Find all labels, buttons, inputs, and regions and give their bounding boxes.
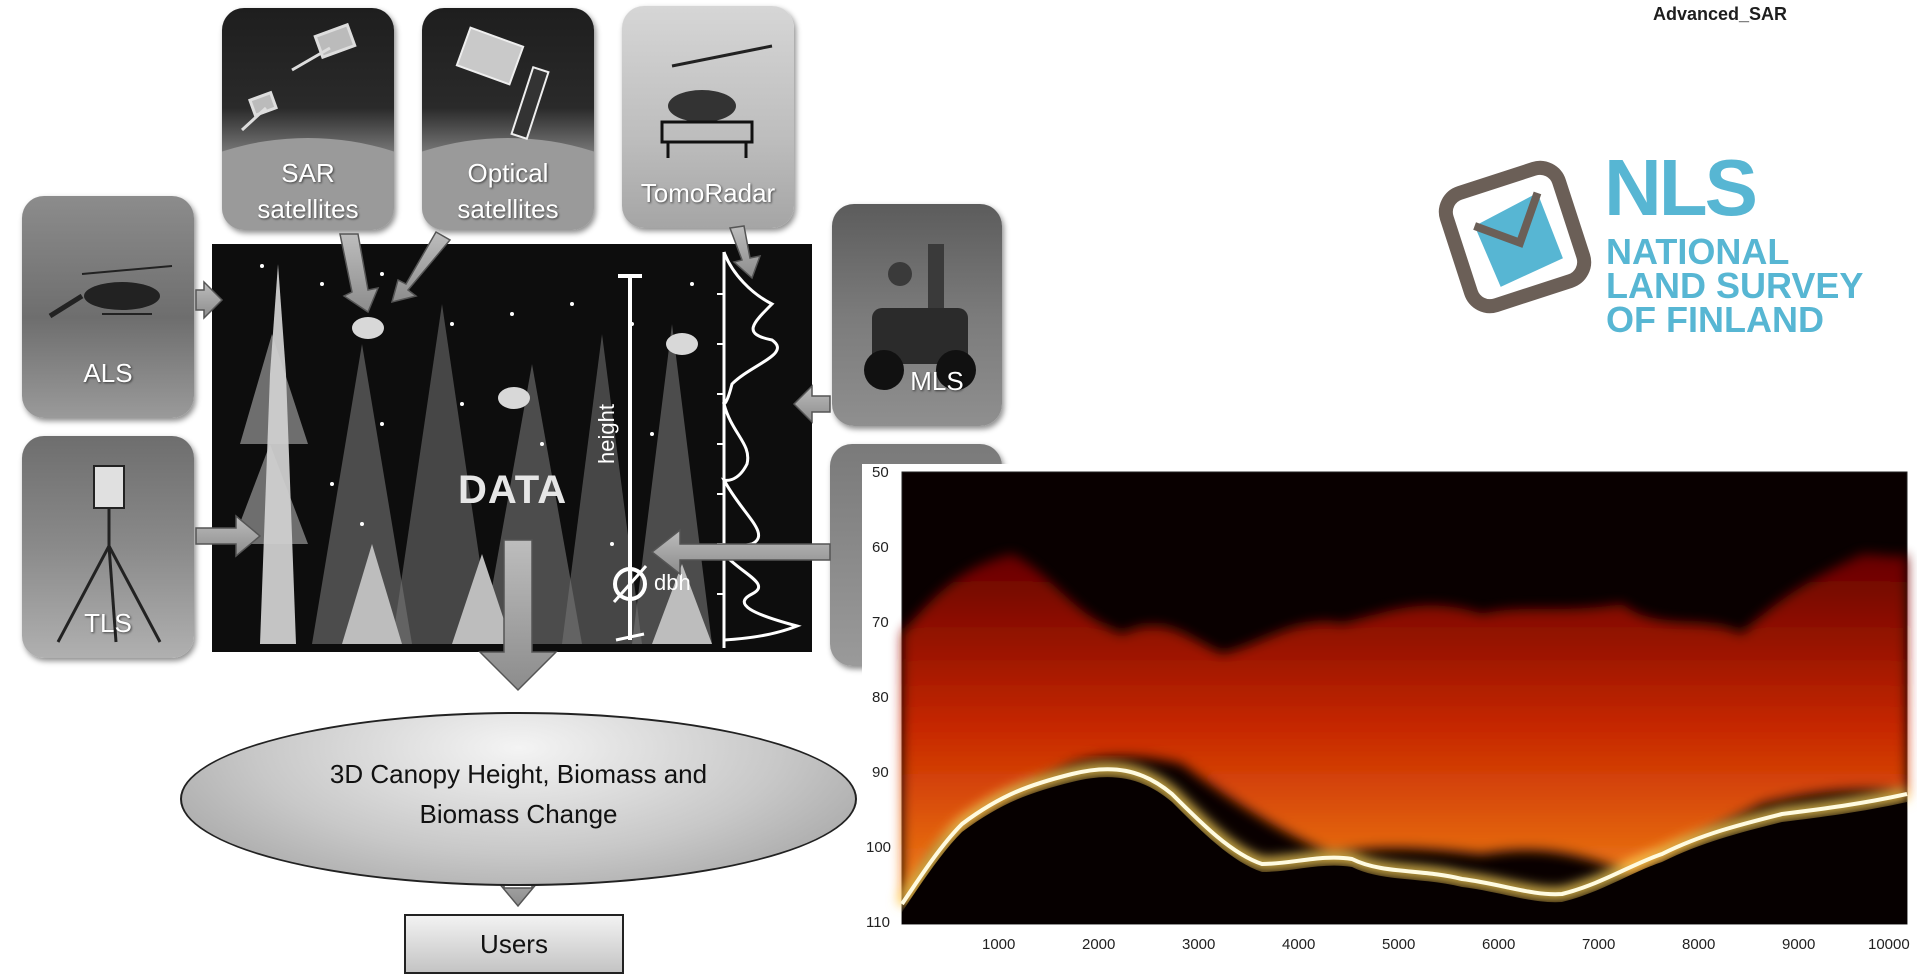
tls-label: TLS	[84, 608, 132, 638]
optical-label-line2: satellites	[457, 194, 559, 224]
sar-label-line2: satellites	[257, 194, 359, 224]
product-ellipse: 3D Canopy Height, Biomass and Biomass Ch…	[180, 712, 857, 886]
tls-tripod-icon	[56, 465, 162, 643]
als-label: ALS	[83, 358, 133, 388]
dbh-label: dbh	[654, 570, 691, 595]
tomogram-arrow	[650, 528, 831, 576]
tomogram-image	[897, 471, 1909, 925]
tls-arrow	[195, 514, 262, 558]
x-tick: 10000	[1868, 936, 1910, 953]
x-tick: 1000	[982, 936, 1016, 953]
x-tick: 4000	[1282, 936, 1316, 953]
tomogram-plot: 50 60 70 80 90 100 110 1000 2000 3000 40…	[862, 464, 1917, 974]
logo-acronym: NLS	[1604, 143, 1758, 232]
product-line1: 3D Canopy Height, Biomass and	[329, 759, 708, 789]
tomoradar-tile: TomoRadar	[622, 6, 794, 228]
data-panel: DATA height dbh	[212, 244, 812, 652]
y-tick: 100	[866, 839, 892, 856]
x-tick: 5000	[1382, 936, 1416, 953]
helicopter-icon	[660, 44, 773, 158]
mls-arrow	[792, 384, 831, 424]
users-box: Users	[404, 914, 624, 974]
x-tick: 9000	[1782, 936, 1816, 953]
logo-line1: NATIONAL	[1606, 231, 1790, 272]
x-tick: 3000	[1182, 936, 1216, 953]
logo-line2: LAND SURVEY	[1606, 265, 1864, 306]
y-tick: 50	[872, 464, 889, 481]
logo-line3: OF FINLAND	[1606, 299, 1824, 340]
optical-satellite-icon	[422, 26, 594, 230]
sar-satellites-icon	[222, 22, 394, 230]
sar-label-line1: SAR	[281, 158, 335, 188]
document-title: Advanced_SAR	[1652, 4, 1788, 24]
als-arrow	[195, 280, 224, 320]
x-tick: 8000	[1682, 936, 1716, 953]
y-tick: 110	[866, 914, 890, 931]
product-line2: Biomass Change	[419, 799, 618, 829]
data-down-arrow	[478, 539, 558, 692]
x-tick: 2000	[1082, 936, 1116, 953]
mls-label: MLS	[910, 366, 964, 396]
y-tick: 70	[872, 614, 889, 631]
nls-logo-mark-icon	[1438, 160, 1592, 314]
tomoradar-arrow	[728, 225, 762, 280]
sar-satellites-tile: SAR satellites	[222, 8, 394, 230]
sar-arrow	[339, 233, 380, 314]
x-tick: 7000	[1582, 936, 1616, 953]
x-tick: 6000	[1482, 936, 1516, 953]
tls-tile: TLS	[22, 436, 194, 658]
als-helicopter-icon	[48, 265, 173, 319]
y-tick: 80	[872, 689, 889, 706]
mls-vehicle-icon	[864, 244, 976, 390]
optical-satellites-tile: Optical satellites	[422, 8, 594, 230]
tomoradar-label: TomoRadar	[640, 178, 776, 208]
y-tick: 90	[872, 764, 889, 781]
als-tile: ALS	[22, 196, 194, 418]
y-tick: 60	[872, 539, 889, 556]
nls-logo: NLS NATIONAL LAND SURVEY OF FINLAND	[1430, 143, 1890, 350]
mls-tile: MLS	[832, 204, 1002, 426]
optical-arrow	[390, 230, 452, 304]
data-label: DATA	[458, 468, 568, 512]
optical-label-line1: Optical	[467, 158, 549, 188]
